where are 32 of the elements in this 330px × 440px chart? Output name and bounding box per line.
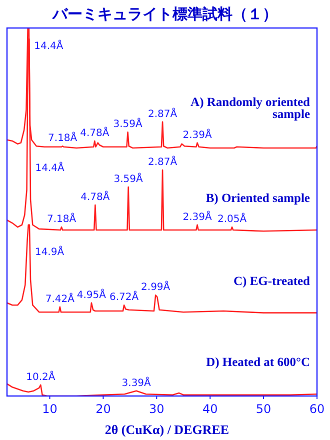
text: D) Heated at 600°C [206, 355, 310, 370]
annotation: 2.87Å [148, 155, 178, 168]
x-tick-label: 50 [256, 402, 272, 416]
annotation: 14.9Å [34, 245, 64, 258]
annotation: 3.39Å [122, 376, 152, 389]
x-tick-label: 60 [309, 402, 325, 416]
annotation: 7.42Å [45, 292, 75, 305]
chart-title: バーミキュライト標準試料（１） [52, 5, 278, 23]
annotation: 2.99Å [141, 280, 170, 294]
annotation: 2.87Å [148, 106, 178, 120]
annotation: 4.78Å [80, 190, 110, 204]
x-tick-label: 40 [202, 402, 218, 416]
annotation: 2.39Å [182, 128, 212, 141]
annotation: 2.39Å [182, 210, 212, 223]
annotation: 4.95Å [76, 288, 106, 301]
annotation: 4.78Å [80, 126, 110, 139]
series-label: B) Oriented sample [206, 191, 310, 206]
series-label: C) EG-treated [234, 274, 310, 288]
x-tick-label: 30 [149, 402, 164, 416]
annotation: 3.59Å [114, 172, 144, 185]
x-tick-label: 10 [42, 402, 58, 416]
x-tick-label: 20 [96, 402, 111, 416]
annotation: 3.59Å [113, 117, 143, 130]
annotation: 14.4Å [35, 161, 65, 174]
annotation: 7.18Å [48, 131, 78, 144]
series-label: A) Randomly oriented sample [190, 95, 310, 122]
annotation: 14.4Å [34, 38, 64, 52]
x-axis-title: 2θ (CuKα) / DEGREE [104, 422, 230, 437]
annotation: 6.72Å [109, 290, 139, 304]
annotation: 10.2Å [26, 370, 56, 383]
annotation: 7.18Å [46, 212, 76, 226]
annotation: 2.05Å [217, 212, 247, 226]
